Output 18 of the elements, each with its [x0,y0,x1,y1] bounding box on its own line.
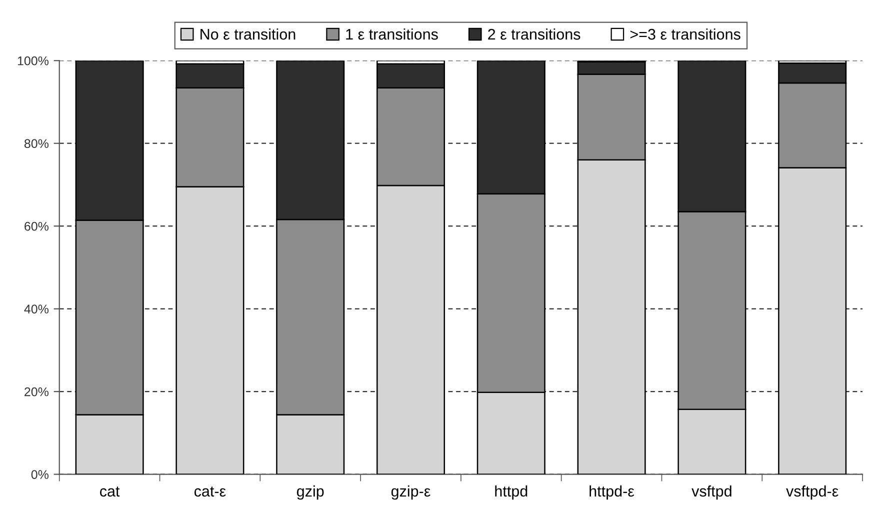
x-tick-label: cat-ε [194,486,226,497]
x-tick-label: gzip-ε [391,485,430,500]
x-tick-label: gzip [296,485,324,500]
x-tick-label: vsftpd-ε [786,485,838,500]
y-tick-label: 20% [24,387,49,396]
y-tick-label: 60% [24,222,49,231]
y-tick-label: 100% [18,56,49,66]
x-tick-label: httpd [495,485,528,500]
y-tick-label: 0% [31,470,49,479]
x-tick-label: vsftpd [692,485,732,500]
y-tick-label: 80% [24,139,49,148]
x-tick-label: httpd-ε [590,485,634,500]
legend-label: >=3 ε transitions [630,28,740,40]
legend-label: 1 ε transitions [346,28,438,40]
legend-label: No ε transition [200,28,296,40]
legend-label: 2 ε transitions [488,28,580,40]
x-tick-label: cat [100,486,120,497]
y-tick-label: 40% [24,304,49,314]
